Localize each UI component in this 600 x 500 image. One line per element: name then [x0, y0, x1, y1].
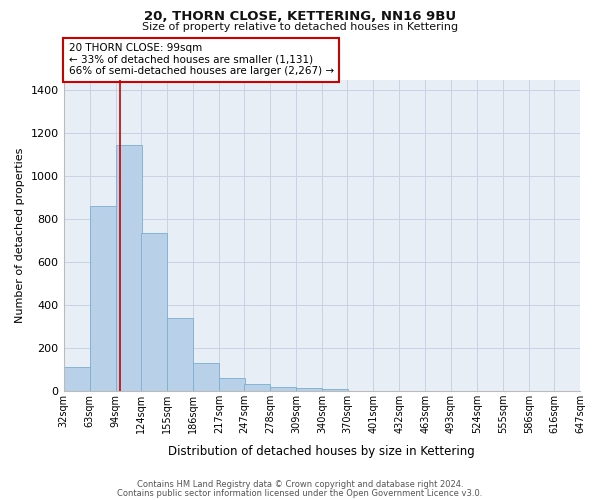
Y-axis label: Number of detached properties: Number of detached properties: [15, 148, 25, 323]
Bar: [219, 378, 245, 391]
Bar: [167, 318, 193, 391]
Bar: [296, 388, 322, 391]
Bar: [64, 368, 89, 391]
Bar: [141, 233, 167, 391]
Text: 20 THORN CLOSE: 99sqm
← 33% of detached houses are smaller (1,131)
66% of semi-d: 20 THORN CLOSE: 99sqm ← 33% of detached …: [69, 43, 334, 76]
Bar: [270, 387, 296, 391]
X-axis label: Distribution of detached houses by size in Kettering: Distribution of detached houses by size …: [169, 444, 475, 458]
Bar: [116, 145, 142, 391]
Bar: [193, 363, 219, 391]
Bar: [322, 390, 348, 391]
Text: Size of property relative to detached houses in Kettering: Size of property relative to detached ho…: [142, 22, 458, 32]
Text: Contains HM Land Registry data © Crown copyright and database right 2024.: Contains HM Land Registry data © Crown c…: [137, 480, 463, 489]
Bar: [89, 206, 116, 391]
Text: Contains public sector information licensed under the Open Government Licence v3: Contains public sector information licen…: [118, 488, 482, 498]
Bar: [244, 384, 270, 391]
Text: 20, THORN CLOSE, KETTERING, NN16 9BU: 20, THORN CLOSE, KETTERING, NN16 9BU: [144, 10, 456, 23]
